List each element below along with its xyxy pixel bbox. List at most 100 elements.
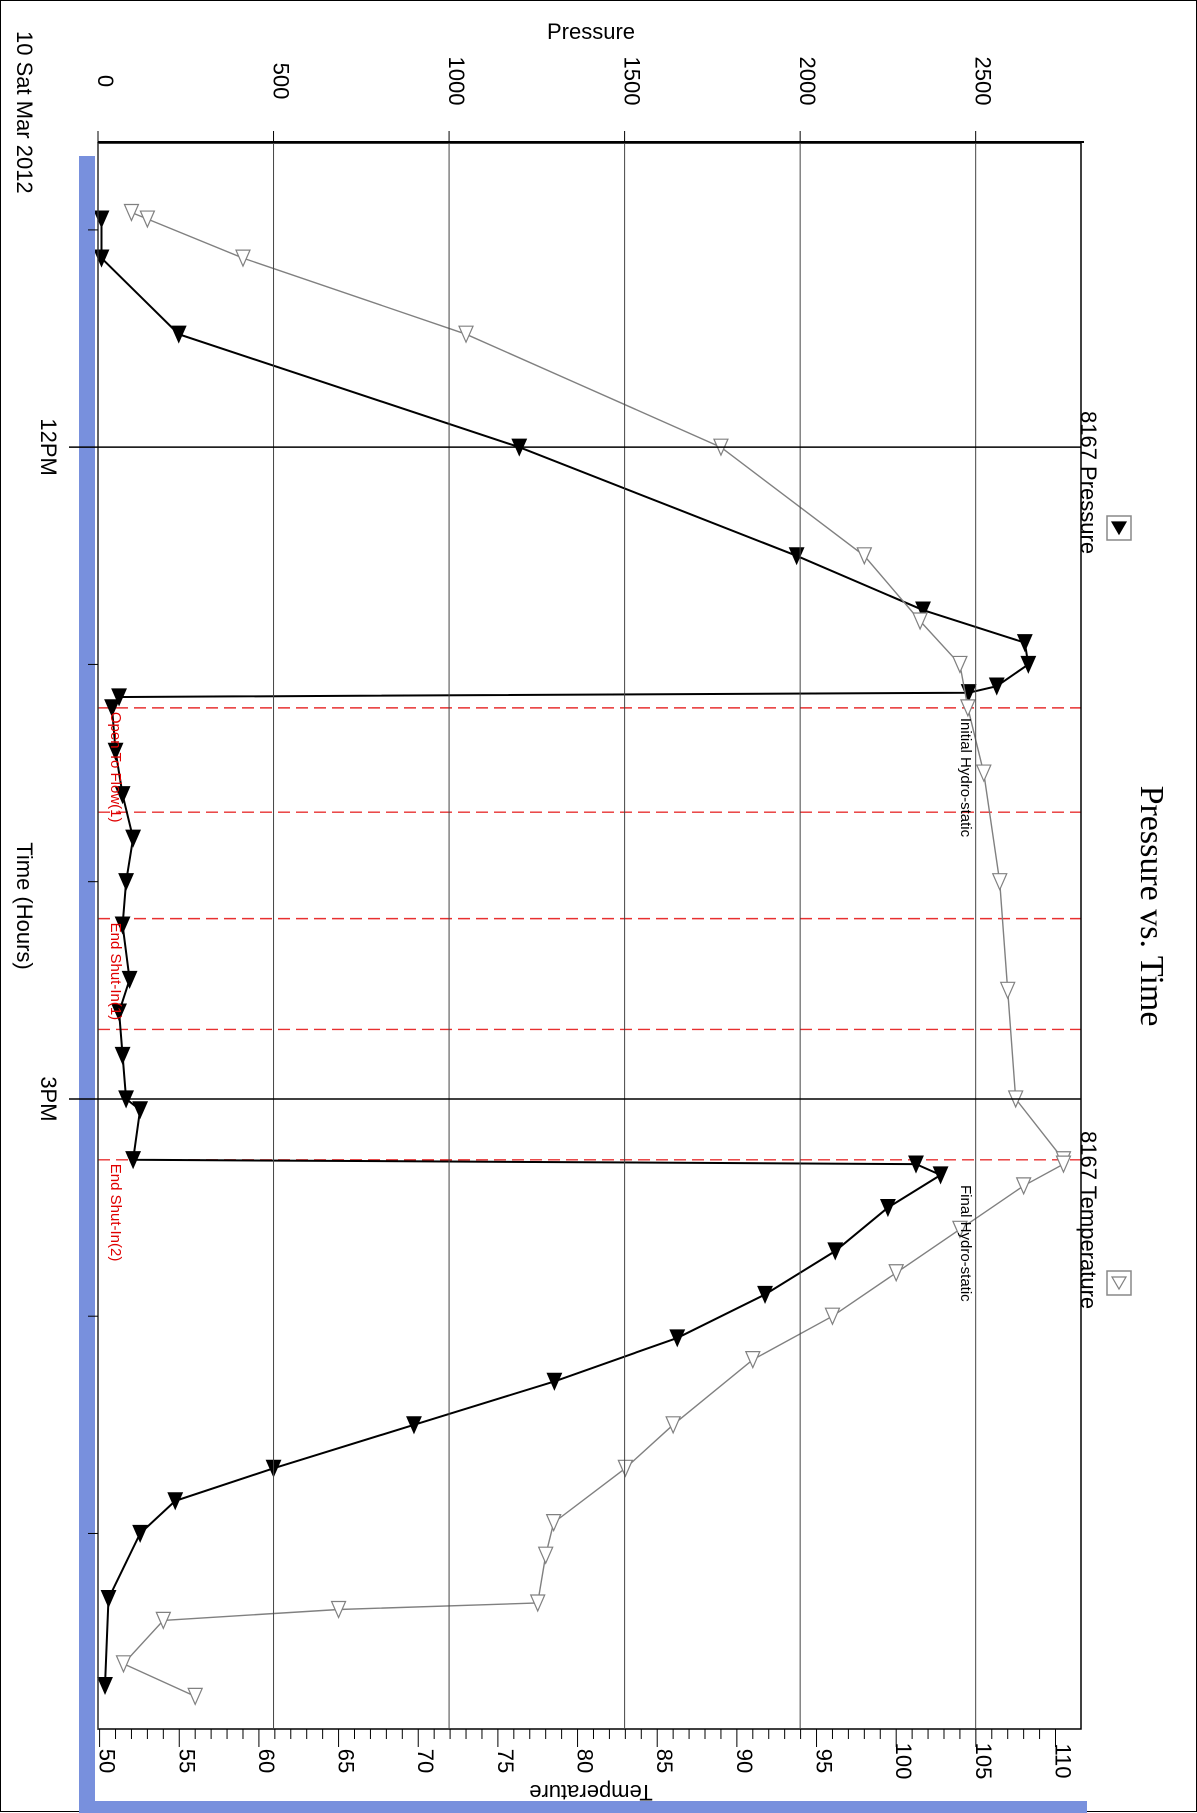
pressure-data-point — [100, 1590, 117, 1609]
pressure-data-point — [546, 1372, 563, 1391]
event-marker-label: End Shut-In(2) — [107, 1164, 124, 1262]
pressure-data-point — [669, 1329, 686, 1348]
legend-label: 8167 Pressure — [1076, 411, 1101, 554]
pressure-data-point — [788, 547, 805, 566]
series-line-temperature — [122, 211, 1065, 1698]
temperature-data-point — [617, 1459, 634, 1478]
temperature-data-point — [545, 1514, 562, 1533]
pressure-axis-title: Pressure — [547, 19, 635, 44]
baseline-bar — [79, 1801, 1087, 1813]
temperature-data-point — [959, 699, 976, 718]
time-tick-label: 3PM — [36, 1076, 61, 1121]
temperature-data-point — [991, 873, 1008, 892]
series-line-pressure — [100, 219, 1030, 1686]
temperature-data-point — [330, 1600, 347, 1620]
temperature-tick-label: 85 — [652, 1749, 677, 1773]
plot-area — [93, 203, 1081, 1706]
pressure-data-point — [932, 1166, 949, 1185]
axes-group — [69, 131, 1087, 1813]
pressure-data-point — [132, 1101, 149, 1120]
legend-marker — [1110, 521, 1128, 536]
pressure-data-point — [170, 325, 187, 344]
pressure-data-point — [879, 1198, 896, 1218]
temperature-axis-title: Temperature — [529, 1780, 653, 1805]
temperature-data-point — [665, 1416, 682, 1435]
temperature-tick-label: 100 — [891, 1743, 916, 1780]
pressure-data-point — [125, 829, 142, 848]
temperature-tick-label: 75 — [493, 1749, 518, 1773]
pressure-data-point — [132, 1524, 149, 1543]
temperature-tick-label: 110 — [1051, 1743, 1076, 1778]
temperature-tick-label: 80 — [573, 1749, 598, 1773]
plot-box — [97, 142, 1082, 1730]
legend-label: 8167 Temperature — [1076, 1131, 1101, 1309]
pressure-data-point — [114, 1046, 131, 1065]
temperature-data-point — [951, 655, 968, 674]
pressure-data-point — [107, 742, 124, 761]
temperature-data-point — [155, 1611, 172, 1630]
event-marker-label: Open To Flow(1) — [107, 712, 124, 823]
annotation-label: Initial Hydro-static — [957, 718, 974, 838]
temperature-tick-label: 105 — [971, 1743, 996, 1780]
pressure-data-point — [104, 699, 120, 718]
labels-group: 0 500 1000 1500 2000 2500 12PM 3PM 50 55 60 65 70 75 8… — [12, 19, 1170, 1805]
pressure-data-point — [988, 677, 1005, 696]
pressure-data-point — [114, 916, 131, 935]
pressure-data-point — [125, 1151, 142, 1170]
pressure-data-point — [121, 970, 138, 989]
time-axis-title: Time (Hours) — [12, 842, 37, 970]
temperature-data-point — [1055, 1155, 1072, 1174]
temperature-data-point — [115, 1655, 132, 1674]
pressure-data-point — [1016, 634, 1033, 653]
pressure-data-point — [915, 601, 931, 620]
time-axis-bar — [79, 156, 95, 1813]
time-tick-label: 12PM — [36, 418, 61, 475]
temperature-tick-label: 95 — [812, 1749, 837, 1773]
temperature-tick-label: 60 — [254, 1749, 279, 1773]
temperature-data-point — [856, 547, 873, 566]
temperature-data-point — [975, 764, 992, 783]
pressure-data-point — [114, 786, 131, 805]
temperature-data-point — [123, 203, 140, 223]
pressure-tick-label: 2000 — [795, 57, 820, 106]
pressure-data-point — [167, 1492, 184, 1511]
temperature-data-point — [744, 1351, 761, 1370]
temperature-data-point — [187, 1687, 204, 1706]
pressure-data-point — [406, 1416, 422, 1435]
pressure-data-point — [111, 688, 127, 707]
pressure-data-point — [1020, 655, 1037, 674]
pressure-tick-label: 2500 — [971, 57, 996, 106]
temperature-data-point — [824, 1307, 841, 1326]
pressure-data-point — [757, 1285, 773, 1304]
pressure-data-point — [97, 1676, 113, 1696]
temperature-tick-label: 55 — [174, 1749, 199, 1773]
temperature-data-point — [458, 325, 474, 344]
pressure-data-point — [118, 873, 135, 892]
pressure-data-point — [93, 210, 110, 229]
annotation-label: Final Hydro-static — [957, 1185, 974, 1302]
date-label: 10 Sat Mar 2012 — [12, 31, 37, 194]
pressure-tick-label: 0 — [93, 75, 118, 87]
pressure-tick-label: 1000 — [444, 57, 469, 106]
temperature-data-point — [912, 612, 929, 631]
temperature-data-point — [537, 1546, 554, 1565]
temperature-data-point — [1015, 1177, 1032, 1196]
temperature-data-point — [139, 210, 156, 229]
temperature-data-point — [999, 981, 1016, 1000]
temperature-tick-label: 50 — [95, 1749, 120, 1773]
legend-marker — [1110, 1276, 1128, 1291]
temperature-data-point — [529, 1594, 546, 1613]
pressure-tick-label: 1500 — [620, 57, 645, 106]
temperature-tick-label: 90 — [732, 1749, 757, 1773]
plot-top-border — [98, 141, 1084, 143]
pressure-data-point — [111, 1003, 127, 1022]
temperature-data-point — [235, 249, 251, 268]
temperature-tick-label: 65 — [334, 1749, 359, 1773]
temperature-tick-label: 70 — [413, 1749, 438, 1773]
pressure-data-point — [908, 1155, 924, 1174]
chart-title: Pressure vs. Time — [1133, 786, 1170, 1027]
temperature-data-point — [888, 1264, 905, 1283]
temperature-data-point — [951, 1220, 968, 1239]
